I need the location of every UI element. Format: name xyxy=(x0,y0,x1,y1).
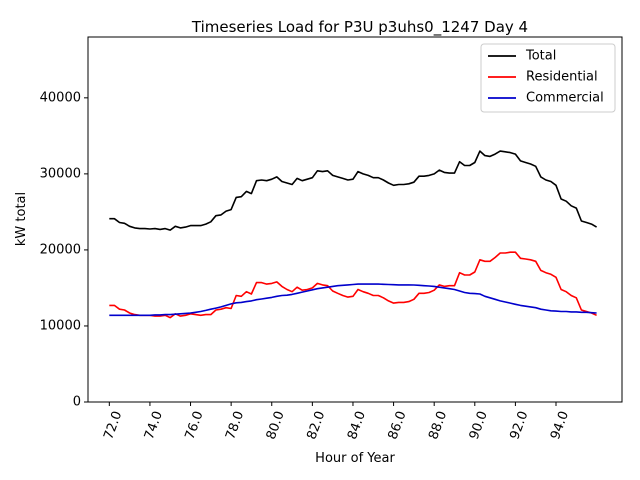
y-axis-title: kW total xyxy=(14,192,29,246)
x-axis-title: Hour of Year xyxy=(315,451,395,466)
legend-label-total: Total xyxy=(525,49,556,64)
y-tick-label: 10000 xyxy=(40,318,81,333)
y-tick-label: 20000 xyxy=(40,242,81,257)
legend-label-commercial: Commercial xyxy=(526,91,604,106)
plot-area-frame xyxy=(87,36,623,403)
series-line-commercial xyxy=(109,283,597,317)
y-tick-label: 40000 xyxy=(40,90,81,105)
legend: Total Residential Commercial xyxy=(480,43,616,113)
y-tick-label: 0 xyxy=(73,395,81,410)
chart-title: Timeseries Load for P3U p3uhs0_1247 Day … xyxy=(191,18,528,37)
y-tick-label: 30000 xyxy=(40,166,81,181)
series-line-total xyxy=(109,150,598,231)
legend-box xyxy=(480,43,616,113)
legend-label-residential: Residential xyxy=(526,70,598,85)
series-layer xyxy=(109,150,598,319)
y-axis: 0 10000 20000 30000 40000 xyxy=(40,90,88,410)
